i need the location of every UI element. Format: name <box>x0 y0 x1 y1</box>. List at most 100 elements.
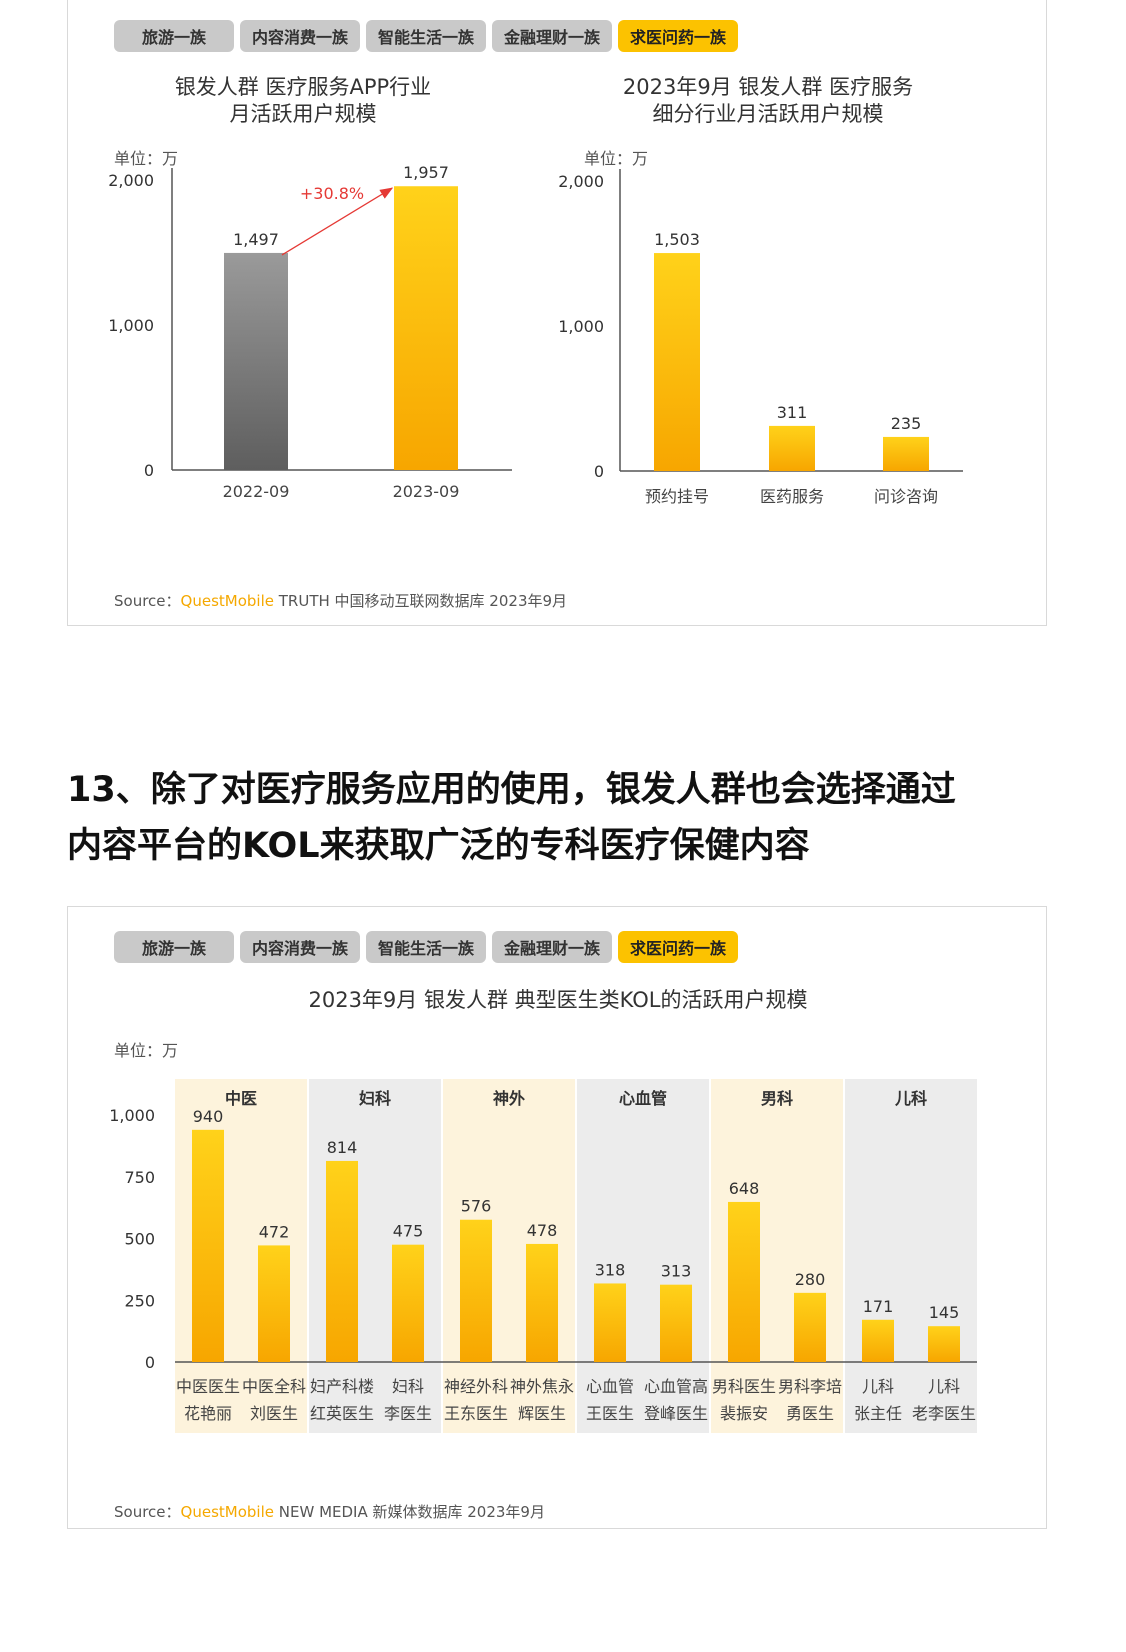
chart3-x-tick-line2: 登峰医生 <box>644 1404 708 1423</box>
chart3-x-tick-line1: 神经外科 <box>444 1377 508 1396</box>
growth-arrow <box>281 187 394 256</box>
panel-app-mau: 旅游一族 内容消费一族 智能生活一族 金融理财一族 求医问药一族 银发人群 医疗… <box>67 0 1047 626</box>
tab-medical[interactable]: 求医问药一族 <box>618 931 738 963</box>
growth-label: +30.8% <box>300 184 364 203</box>
chart3-y-tick: 500 <box>124 1230 155 1249</box>
chart3-x-tick-line2: 裴振安 <box>720 1404 768 1423</box>
chart3-x-tick-line1: 神外焦永 <box>510 1377 574 1396</box>
chart3-x-tick-line2: 李医生 <box>384 1404 432 1423</box>
chart1-data-label: 1,497 <box>233 230 279 249</box>
questmobile-brand: QuestMobile <box>180 592 274 610</box>
chart3-group-label: 中医 <box>225 1089 257 1108</box>
chart1-bar <box>224 252 288 470</box>
chart3-x-tick-line2: 老李医生 <box>912 1404 976 1423</box>
tab-travel[interactable]: 旅游一族 <box>114 931 234 963</box>
chart2-data-label: 1,503 <box>654 230 700 249</box>
chart3-x-tick-line2: 花艳丽 <box>184 1404 232 1423</box>
chart3-x-tick-line1: 中医全科 <box>242 1377 306 1396</box>
tab-content-consumption[interactable]: 内容消费一族 <box>240 20 360 52</box>
heading-line2: 内容平台的KOL来获取广泛的专科医疗保健内容 <box>67 826 810 866</box>
chart3-group-label: 儿科 <box>894 1089 927 1108</box>
chart3-data-label: 814 <box>327 1138 358 1157</box>
tab-medical[interactable]: 求医问药一族 <box>618 20 738 52</box>
chart3-x-tick-line2: 张主任 <box>854 1404 902 1423</box>
chart3-data-label: 280 <box>795 1270 826 1289</box>
chart1-bar <box>394 186 458 471</box>
chart2-bar <box>769 425 815 471</box>
chart3-x-tick-line1: 男科李培 <box>778 1377 842 1396</box>
chart3-bar <box>862 1319 894 1362</box>
chart3-x-tick-line2: 王东医生 <box>444 1404 508 1423</box>
chart1-unit: 单位：万 <box>114 149 179 168</box>
tab-smart-living[interactable]: 智能生活一族 <box>366 20 486 52</box>
chart3-data-label: 648 <box>729 1179 760 1198</box>
chart2-x-tick: 医药服务 <box>760 487 824 506</box>
chart2-y-tick: 0 <box>594 462 604 481</box>
source-line: Source：QuestMobile NEW MEDIA 新媒体数据库 2023… <box>114 1501 545 1522</box>
tab-smart-living[interactable]: 智能生活一族 <box>366 931 486 963</box>
tab-finance[interactable]: 金融理财一族 <box>492 931 612 963</box>
chart2-bar <box>883 436 929 471</box>
heading-line1: 13、除了对医疗服务应用的使用，银发人群也会选择通过 <box>67 770 956 810</box>
category-tabs: 旅游一族 内容消费一族 智能生活一族 金融理财一族 求医问药一族 <box>114 931 738 963</box>
chart3-bar <box>326 1160 358 1362</box>
chart3-bar <box>728 1201 760 1362</box>
chart1-title: 银发人群 医疗服务APP行业 月活跃用户规模 <box>138 74 468 128</box>
chart2-bar <box>654 253 700 471</box>
chart3-y-tick: 0 <box>145 1353 155 1372</box>
chart2-unit: 单位：万 <box>584 149 649 168</box>
chart3-group-band <box>845 1079 977 1433</box>
source-text: NEW MEDIA 新媒体数据库 2023年9月 <box>278 1503 545 1521</box>
source-text: TRUTH 中国移动互联网数据库 2023年9月 <box>278 592 568 610</box>
panel-kol-mau: 旅游一族 内容消费一族 智能生活一族 金融理财一族 求医问药一族 2023年9月… <box>67 906 1047 1529</box>
chart3-bar <box>660 1284 692 1362</box>
chart1-y-tick: 0 <box>144 461 154 480</box>
chart3-x-tick-line1: 心血管 <box>586 1377 634 1396</box>
chart3-data-label: 145 <box>929 1303 960 1322</box>
chart1-x-tick: 2022-09 <box>223 482 290 501</box>
chart1-title-line2: 月活跃用户规模 <box>229 102 377 126</box>
chart3-y-tick: 250 <box>124 1291 155 1310</box>
source-line: Source：QuestMobile TRUTH 中国移动互联网数据库 2023… <box>114 590 567 611</box>
chart1-title-line1: 银发人群 医疗服务APP行业 <box>174 75 432 99</box>
chart3-x-tick-line2: 红英医生 <box>310 1404 374 1423</box>
chart3-bar <box>392 1244 424 1362</box>
chart3-y-tick: 750 <box>124 1168 155 1187</box>
chart3-x-tick-line1: 男科医生 <box>712 1377 776 1396</box>
source-prefix: Source： <box>114 592 181 610</box>
chart3-x-tick-line2: 王医生 <box>586 1404 634 1423</box>
chart3-x-tick-line2: 辉医生 <box>518 1404 566 1423</box>
chart3-bar <box>192 1129 224 1362</box>
chart2-data-label: 235 <box>891 414 922 433</box>
chart3-group-label: 神外 <box>493 1089 525 1108</box>
chart3-x-tick-line1: 妇科 <box>392 1377 424 1396</box>
tab-finance[interactable]: 金融理财一族 <box>492 20 612 52</box>
chart3-data-label: 171 <box>863 1297 894 1316</box>
chart3-data-label: 318 <box>595 1260 626 1279</box>
chart3-group-label: 妇科 <box>359 1089 391 1108</box>
chart2-x-tick: 预约挂号 <box>645 487 709 506</box>
chart2-y-tick: 2,000 <box>558 172 604 191</box>
chart3-group-label: 心血管 <box>619 1089 667 1108</box>
chart2-title-line1: 2023年9月 银发人群 医疗服务 <box>622 75 914 99</box>
chart3-title: 2023年9月 银发人群 典型医生类KOL的活跃用户规模 <box>308 988 808 1012</box>
chart3-bar <box>928 1326 960 1362</box>
chart3-x-tick-line2: 勇医生 <box>786 1404 834 1423</box>
chart2-x-tick: 问诊咨询 <box>874 487 938 506</box>
chart3-data-label: 475 <box>393 1222 424 1241</box>
tab-travel[interactable]: 旅游一族 <box>114 20 234 52</box>
section-heading: 13、除了对医疗服务应用的使用，银发人群也会选择通过 内容平台的KOL来获取广泛… <box>67 762 1067 874</box>
chart1-y-tick: 1,000 <box>108 316 154 335</box>
chart3-x-tick-line1: 儿科 <box>862 1377 894 1396</box>
chart1-y-tick: 2,000 <box>108 171 154 190</box>
chart3-bar <box>460 1219 492 1362</box>
chart3-x-tick-line1: 儿科 <box>928 1377 960 1396</box>
chart3-bar <box>258 1245 290 1362</box>
questmobile-brand: QuestMobile <box>180 1503 274 1521</box>
chart3-y-tick: 1,000 <box>109 1106 155 1125</box>
chart3-data-label: 472 <box>259 1222 290 1241</box>
chart2-title-line2: 细分行业月活跃用户规模 <box>652 102 884 126</box>
chart3-x-tick-line1: 妇产科楼 <box>310 1377 374 1396</box>
chart3-data-label: 576 <box>461 1197 492 1216</box>
tab-content-consumption[interactable]: 内容消费一族 <box>240 931 360 963</box>
